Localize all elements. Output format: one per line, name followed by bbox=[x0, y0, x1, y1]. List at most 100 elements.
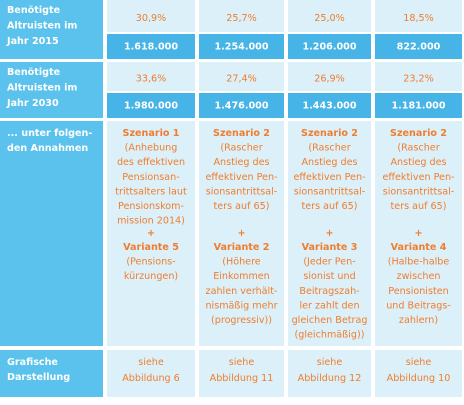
scenario-text: effektiven Pen- bbox=[383, 172, 455, 183]
variant-text: nismäßig mehr bbox=[205, 300, 277, 311]
label-cell bbox=[0, 62, 103, 118]
row-label: Benötigte bbox=[7, 5, 61, 16]
row-label: Jahr 2015 bbox=[6, 36, 59, 47]
scenario-text: (Rascher bbox=[308, 143, 350, 154]
variant-text: kürzungen) bbox=[124, 271, 178, 282]
scenario-text: (Rascher bbox=[220, 143, 262, 154]
figure-ref: siehe bbox=[229, 357, 255, 368]
row-label: Benötigte bbox=[7, 67, 61, 78]
variant-title: Variante 3 bbox=[302, 242, 358, 253]
number: 1.443.000 bbox=[302, 101, 356, 112]
percent: 18,5% bbox=[403, 13, 433, 24]
assumption-cell bbox=[288, 121, 371, 346]
figure-ref: Abbildung 6 bbox=[122, 373, 180, 384]
number-cell bbox=[199, 93, 284, 118]
percent: 27,4% bbox=[226, 74, 256, 85]
graphics-cell bbox=[199, 350, 284, 397]
variant-text: zahlern) bbox=[399, 315, 438, 326]
number-cell bbox=[107, 93, 195, 118]
scenario-text: ters auf 65) bbox=[214, 201, 270, 212]
number-cell bbox=[288, 93, 371, 118]
scenario-text: sionsantrittsal- bbox=[383, 186, 454, 197]
scenario-text: Anstieg des bbox=[301, 157, 357, 168]
scenario-text: ters auf 65) bbox=[302, 201, 358, 212]
scenario-text: effektiven Pen- bbox=[206, 172, 278, 183]
number-cell bbox=[375, 93, 462, 118]
scenario-text: Pensionskom- bbox=[118, 201, 184, 212]
scenario-text: mission 2014) bbox=[117, 216, 185, 227]
row-label: ... unter folgen- bbox=[7, 128, 92, 139]
row-label: Altruisten im bbox=[7, 83, 77, 94]
variant-text: Beitragszah- bbox=[299, 286, 359, 297]
scenario-text: Pensionsan- bbox=[122, 172, 179, 183]
label-cell bbox=[0, 121, 103, 346]
percent-cell bbox=[199, 62, 284, 91]
row-label: den Annahmen bbox=[7, 143, 88, 154]
scenario-title: Szenario 2 bbox=[390, 128, 447, 139]
scenario-text: Anstieg des bbox=[390, 157, 446, 168]
variant-text: (gleichmäßig)) bbox=[295, 330, 365, 341]
assumption-cell bbox=[107, 121, 195, 346]
scenario-title: Szenario 2 bbox=[213, 128, 270, 139]
scenario-text: trittsalters laut bbox=[115, 186, 187, 197]
number-cell bbox=[199, 34, 284, 59]
graphics-cell bbox=[288, 350, 371, 397]
number: 1.254.000 bbox=[214, 42, 268, 53]
number: 1.476.000 bbox=[214, 101, 268, 112]
variant-text: und Beitrags- bbox=[386, 300, 451, 311]
scenario-text: (Anhebung bbox=[125, 143, 178, 154]
variant-title: Variante 2 bbox=[214, 242, 270, 253]
plus: + bbox=[325, 228, 333, 239]
percent-cell bbox=[288, 0, 371, 32]
number-cell bbox=[107, 34, 195, 59]
variant-text: zahlen verhält- bbox=[206, 286, 278, 297]
percent-cell bbox=[375, 0, 462, 32]
graphics-cell bbox=[375, 350, 462, 397]
variant-text: (Jeder Pen- bbox=[303, 257, 355, 268]
percent: 26,9% bbox=[314, 74, 344, 85]
plus: + bbox=[147, 228, 155, 239]
row-label: Grafische bbox=[7, 357, 58, 368]
label-cell bbox=[0, 0, 103, 59]
scenario-text: sionsantrittsal- bbox=[294, 186, 365, 197]
percent: 25,7% bbox=[226, 13, 256, 24]
variant-text: (Halbe-halbe bbox=[388, 257, 450, 268]
figure-ref: siehe bbox=[317, 357, 343, 368]
plus: + bbox=[414, 228, 422, 239]
row-label: Jahr 2030 bbox=[6, 98, 59, 109]
figure-ref: Abbildung 11 bbox=[210, 373, 274, 384]
percent-cell bbox=[288, 62, 371, 91]
number: 1.206.000 bbox=[302, 42, 356, 53]
percent: 25,0% bbox=[314, 13, 344, 24]
scenario-text: sionsantrittsal- bbox=[206, 186, 277, 197]
figure-ref: siehe bbox=[406, 357, 432, 368]
figure-ref: Abbildung 10 bbox=[387, 373, 451, 384]
number: 1.181.000 bbox=[391, 101, 445, 112]
variant-text: (Höhere bbox=[222, 257, 261, 268]
percent: 33,6% bbox=[136, 74, 166, 85]
percent: 30,9% bbox=[136, 13, 166, 24]
number: 1.980.000 bbox=[124, 101, 178, 112]
variant-text: ler zahlt den bbox=[299, 300, 359, 311]
scenario-title: Szenario 2 bbox=[301, 128, 358, 139]
variant-text: Pensionisten bbox=[388, 286, 448, 297]
row-label: Darstellung bbox=[7, 372, 70, 383]
percent-cell bbox=[107, 0, 195, 32]
scenario-title: Szenario 1 bbox=[123, 128, 180, 139]
scenario-text: effektiven Pen- bbox=[294, 172, 366, 183]
variant-title: Variante 5 bbox=[123, 242, 179, 253]
variant-text: zwischen bbox=[397, 271, 441, 282]
percent-cell bbox=[375, 62, 462, 91]
variant-text: (progressiv)) bbox=[211, 315, 272, 326]
percent: 23,2% bbox=[403, 74, 433, 85]
variant-title: Variante 4 bbox=[391, 242, 447, 253]
scenario-text: Anstieg des bbox=[213, 157, 269, 168]
row-label: Altruisten im bbox=[7, 21, 77, 32]
scenario-text: des effektiven bbox=[117, 157, 185, 168]
percent-cell bbox=[199, 0, 284, 32]
label-cell bbox=[0, 350, 103, 397]
variant-text: (Pensions- bbox=[126, 257, 175, 268]
plus: + bbox=[237, 228, 245, 239]
graphics-cell bbox=[107, 350, 195, 397]
